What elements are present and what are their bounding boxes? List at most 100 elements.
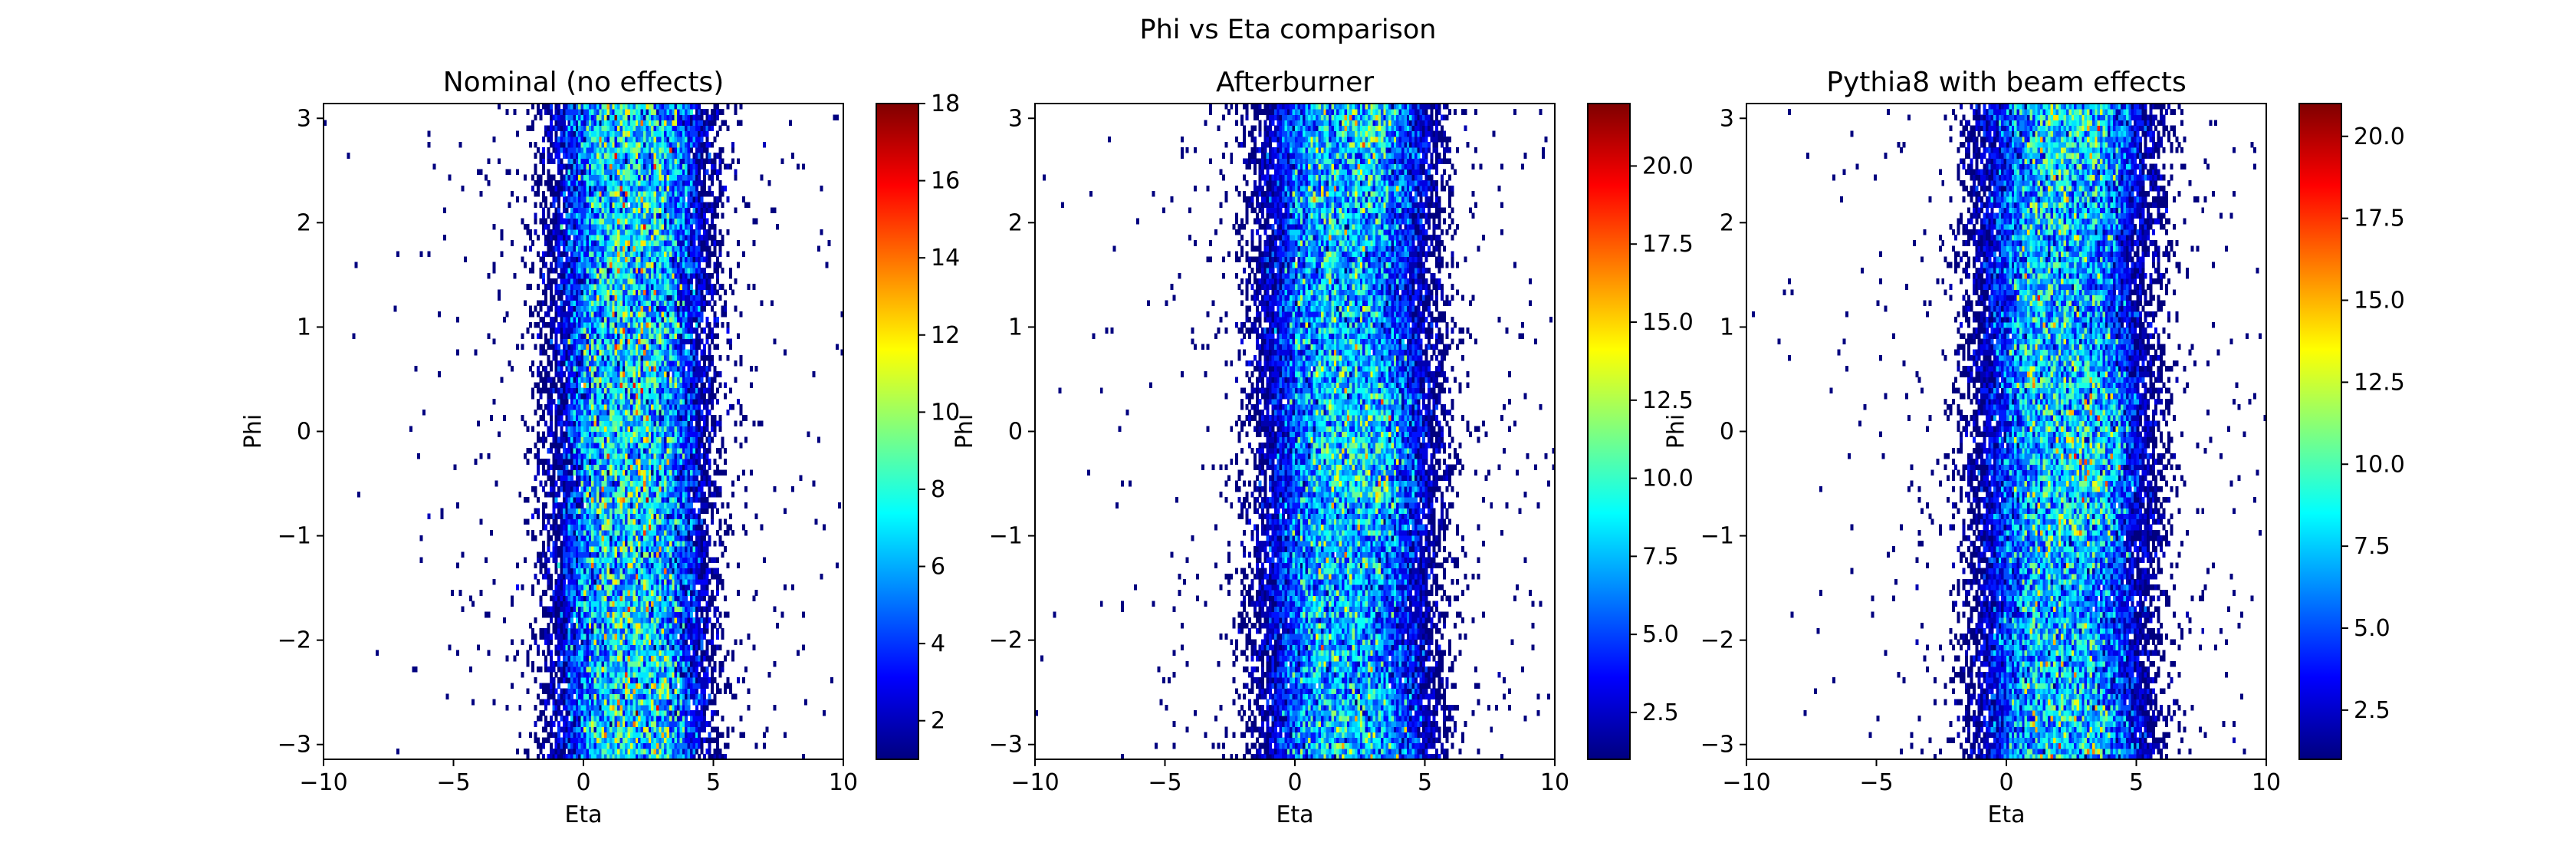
heatmap-cell	[642, 426, 646, 433]
heatmap-cell	[635, 436, 639, 443]
heatmap-cell	[632, 207, 636, 214]
heatmap-cell	[586, 158, 590, 164]
heatmap-cell	[642, 218, 646, 225]
heatmap-cell	[583, 639, 586, 645]
heatmap-cell	[565, 202, 569, 208]
heatmap-cell	[573, 185, 577, 192]
heatmap-cell	[573, 235, 577, 241]
heatmap-cell	[596, 338, 600, 345]
heatmap-cell	[646, 529, 649, 536]
heatmap-cell	[627, 595, 631, 601]
heatmap-cell	[578, 366, 582, 372]
heatmap-cell	[580, 453, 584, 459]
heatmap-cell	[596, 716, 600, 722]
heatmap-cell	[554, 650, 558, 657]
heatmap-cell	[554, 300, 558, 307]
heatmap-cell	[554, 737, 558, 744]
heatmap-cell	[573, 442, 577, 449]
heatmap-cell	[599, 289, 603, 295]
heatmap-cell	[619, 672, 623, 678]
heatmap-cell	[573, 114, 577, 120]
heatmap-cell	[544, 251, 548, 258]
heatmap-cell	[638, 174, 642, 181]
heatmap-cell	[635, 622, 639, 629]
heatmap-cell	[606, 420, 610, 426]
heatmap-cell	[642, 485, 646, 492]
heatmap-cell	[565, 573, 569, 580]
heatmap-cell	[599, 650, 603, 657]
heatmap-cell	[609, 147, 613, 153]
heatmap-cell	[554, 732, 558, 739]
heatmap-cell	[586, 693, 590, 700]
heatmap-cell	[632, 459, 636, 465]
heatmap-cell	[617, 109, 621, 115]
heatmap-cell	[593, 272, 597, 279]
heatmap-cell	[632, 327, 636, 334]
heatmap-cell	[646, 349, 649, 356]
heatmap-cell	[646, 410, 649, 416]
heatmap-cell	[625, 464, 629, 470]
heatmap-cell	[573, 212, 577, 219]
heatmap-cell	[614, 284, 618, 290]
heatmap-cell	[570, 622, 574, 629]
heatmap-cell	[627, 497, 631, 503]
heatmap-cell	[588, 114, 592, 120]
heatmap-cell	[638, 628, 642, 634]
heatmap-cell	[638, 606, 642, 613]
heatmap-cell	[583, 403, 586, 410]
heatmap-cell	[617, 349, 621, 356]
heatmap-cell	[632, 251, 636, 258]
heatmap-cell	[614, 420, 618, 426]
heatmap-cell	[544, 223, 548, 230]
heatmap-cell	[562, 136, 566, 143]
heatmap-cell	[648, 672, 652, 678]
heatmap-cell	[635, 447, 639, 454]
heatmap-cell	[541, 191, 545, 197]
heatmap-cell	[630, 191, 634, 197]
heatmap-cell	[599, 377, 603, 383]
heatmap-cell	[635, 256, 639, 263]
heatmap-cell	[612, 606, 616, 613]
heatmap-cell	[642, 453, 646, 459]
heatmap-cell	[562, 726, 566, 732]
heatmap-cell	[632, 153, 636, 159]
heatmap-cell	[627, 485, 631, 492]
heatmap-cell	[588, 398, 592, 405]
heatmap-cell	[552, 212, 556, 219]
heatmap-cell	[586, 551, 590, 558]
heatmap-cell	[638, 459, 642, 465]
heatmap-cell	[601, 354, 605, 361]
heatmap-cell	[642, 508, 646, 514]
heatmap-cell	[609, 169, 613, 176]
heatmap-cell	[593, 683, 597, 689]
heatmap-cell	[627, 240, 631, 246]
heatmap-cell	[567, 109, 571, 115]
heatmap-cell	[646, 262, 649, 268]
heatmap-cell	[580, 125, 584, 132]
heatmap-cell	[541, 251, 545, 258]
heatmap-cell	[565, 267, 569, 274]
heatmap-cell	[578, 469, 582, 476]
heatmap-cell	[596, 442, 600, 449]
heatmap-cell	[586, 420, 590, 426]
heatmap-cell	[557, 393, 561, 400]
heatmap-cell	[632, 436, 636, 443]
heatmap-cell	[588, 595, 592, 601]
heatmap-cell	[619, 480, 623, 487]
heatmap-cell	[536, 333, 540, 339]
heatmap-cell	[630, 410, 634, 416]
heatmap-cell	[625, 327, 629, 334]
heatmap-cell	[570, 311, 574, 318]
heatmap-cell	[565, 272, 569, 279]
heatmap-cell	[534, 305, 537, 312]
heatmap-cell	[573, 726, 577, 732]
heatmap-cell	[544, 716, 548, 722]
heatmap-cell	[593, 573, 597, 580]
heatmap-cell	[614, 601, 618, 607]
heatmap-cell	[601, 732, 605, 739]
heatmap-cell	[630, 693, 634, 700]
heatmap-cell	[580, 447, 584, 454]
heatmap-cell	[591, 431, 595, 438]
heatmap-cell	[549, 295, 553, 301]
heatmap-cell	[479, 453, 483, 459]
